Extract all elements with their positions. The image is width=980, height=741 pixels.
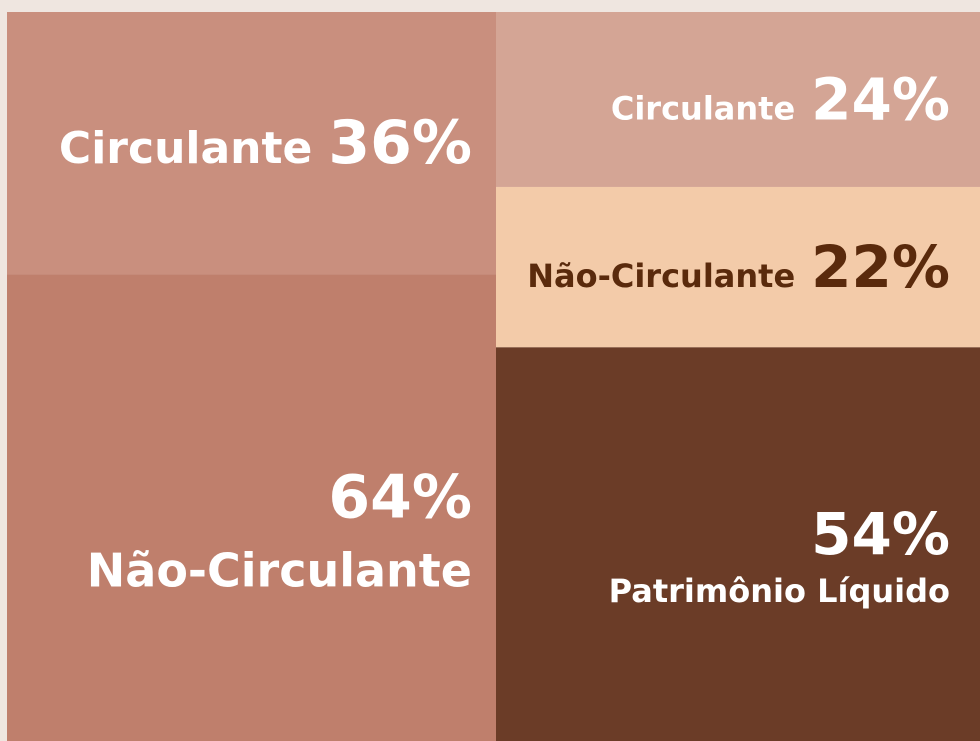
segment [496,347,980,741]
segment-value-label: 22% [811,233,950,301]
segment [496,12,980,187]
segment-name: Não-Circulante [87,544,472,598]
segment [496,186,980,348]
segment [7,12,496,275]
segment-name: Patrimônio Líquido [609,572,950,610]
segment-value-label: 54% [811,500,950,568]
segment-name: Circulante [59,123,312,174]
segment-value-label: 24% [811,65,950,133]
segment-value-label: 64% [328,463,472,533]
segment-name: Não-Circulante [527,257,795,295]
segment-value-label: 36% [328,108,472,178]
segment [7,274,496,741]
segment-name: Circulante [611,89,795,127]
